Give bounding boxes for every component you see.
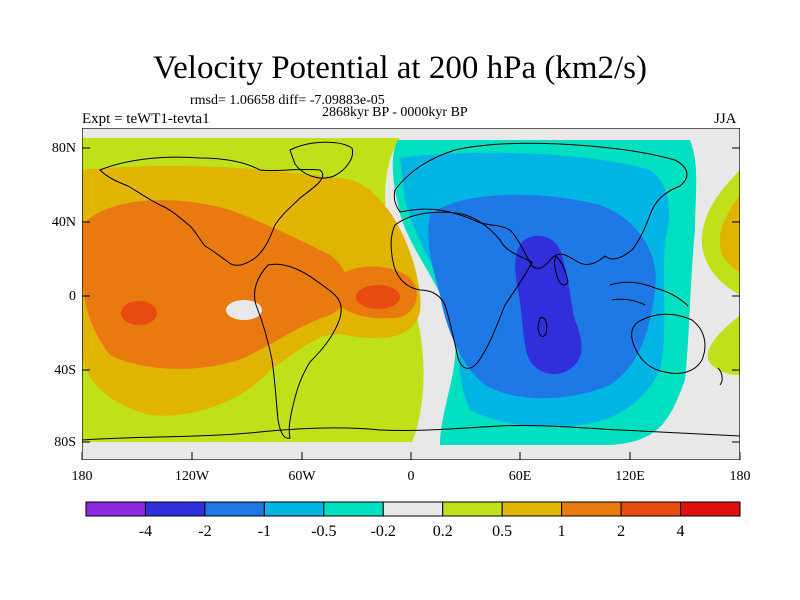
coast-nz bbox=[717, 367, 723, 386]
lon-tick-label: 120W bbox=[175, 469, 210, 484]
lon-tick-label: 180 bbox=[730, 469, 751, 484]
lat-tick-label: 0 bbox=[69, 289, 76, 304]
colorbar-label: 0.5 bbox=[492, 523, 512, 540]
lat-tick-label: 40S bbox=[54, 363, 76, 378]
colorbar-swatch bbox=[680, 501, 741, 517]
coast-india bbox=[553, 255, 569, 286]
coast-europe-asia bbox=[393, 142, 688, 269]
contour-east-edge-lower bbox=[707, 315, 740, 375]
map-plot bbox=[82, 128, 740, 460]
colorbar-swatch bbox=[620, 501, 682, 517]
coast-south-america bbox=[254, 263, 342, 439]
contour-1-2 bbox=[82, 200, 349, 369]
lon-tick-label: 60W bbox=[288, 469, 316, 484]
lon-tick-label: 0 bbox=[408, 469, 415, 484]
coast-greenland bbox=[289, 141, 354, 179]
coast-madagascar bbox=[537, 317, 548, 337]
colorbar-swatch bbox=[144, 501, 206, 517]
season-label: JJA bbox=[714, 111, 737, 127]
coastlines bbox=[82, 141, 740, 441]
period-label: 2868kyr BP - 0000kyr BP bbox=[322, 105, 468, 120]
max-atlantic bbox=[356, 285, 400, 309]
coast-australia bbox=[631, 313, 706, 374]
colorbar-swatch bbox=[85, 501, 146, 517]
colorbar-swatch bbox=[442, 501, 503, 517]
colorbar-label: 2 bbox=[617, 523, 625, 540]
map-title: Velocity Potential at 200 hPa (km2/s) bbox=[152, 50, 648, 86]
colorbar-swatch bbox=[561, 501, 622, 517]
axis-ticks bbox=[81, 147, 741, 460]
experiment-label: Expt = teWT1-tevta1 bbox=[82, 111, 210, 127]
lon-tick-label: 60E bbox=[509, 469, 532, 484]
colorbar-label: 4 bbox=[677, 523, 685, 540]
colorbar-swatch bbox=[263, 501, 325, 517]
colorbar-swatch bbox=[204, 501, 265, 517]
lat-tick-label: 80N bbox=[52, 141, 76, 156]
colorbar-label: -0.5 bbox=[311, 523, 336, 540]
coast-north-america bbox=[99, 156, 323, 266]
lat-tick-label: 80S bbox=[54, 435, 76, 450]
lon-tick-label: 120E bbox=[615, 469, 645, 484]
coast-maritime-continent bbox=[609, 281, 689, 307]
colorbar-label: -1 bbox=[258, 523, 271, 540]
colorbar-label: 1 bbox=[558, 523, 566, 540]
colorbar-swatch bbox=[323, 501, 384, 517]
lon-tick-label: 180 bbox=[72, 469, 93, 484]
latitude-tick-labels: 80N 40N 0 40S 80S bbox=[52, 141, 76, 450]
coast-africa bbox=[390, 211, 533, 369]
colorbar: -4 -2 -1 -0.5 -0.2 0.2 0.5 1 2 4 bbox=[85, 501, 741, 540]
zero-island-epac bbox=[226, 300, 262, 320]
colorbar-swatch bbox=[501, 501, 563, 517]
longitude-tick-labels: 180 120W 60W 0 60E 120E 180 bbox=[72, 469, 751, 484]
colorbar-label: -4 bbox=[139, 523, 152, 540]
colorbar-label: 0.2 bbox=[433, 523, 453, 540]
max-pacific bbox=[121, 301, 157, 325]
stats-label: rmsd= 1.06658 diff= -7.09883e-05 bbox=[190, 93, 385, 108]
coast-antarctica bbox=[82, 424, 740, 441]
colorbar-swatch bbox=[382, 501, 444, 517]
lat-tick-label: 40N bbox=[52, 215, 76, 230]
contour-east-edge-1 bbox=[719, 195, 740, 272]
colorbar-label: -2 bbox=[198, 523, 211, 540]
colorbar-label: -0.2 bbox=[371, 523, 396, 540]
